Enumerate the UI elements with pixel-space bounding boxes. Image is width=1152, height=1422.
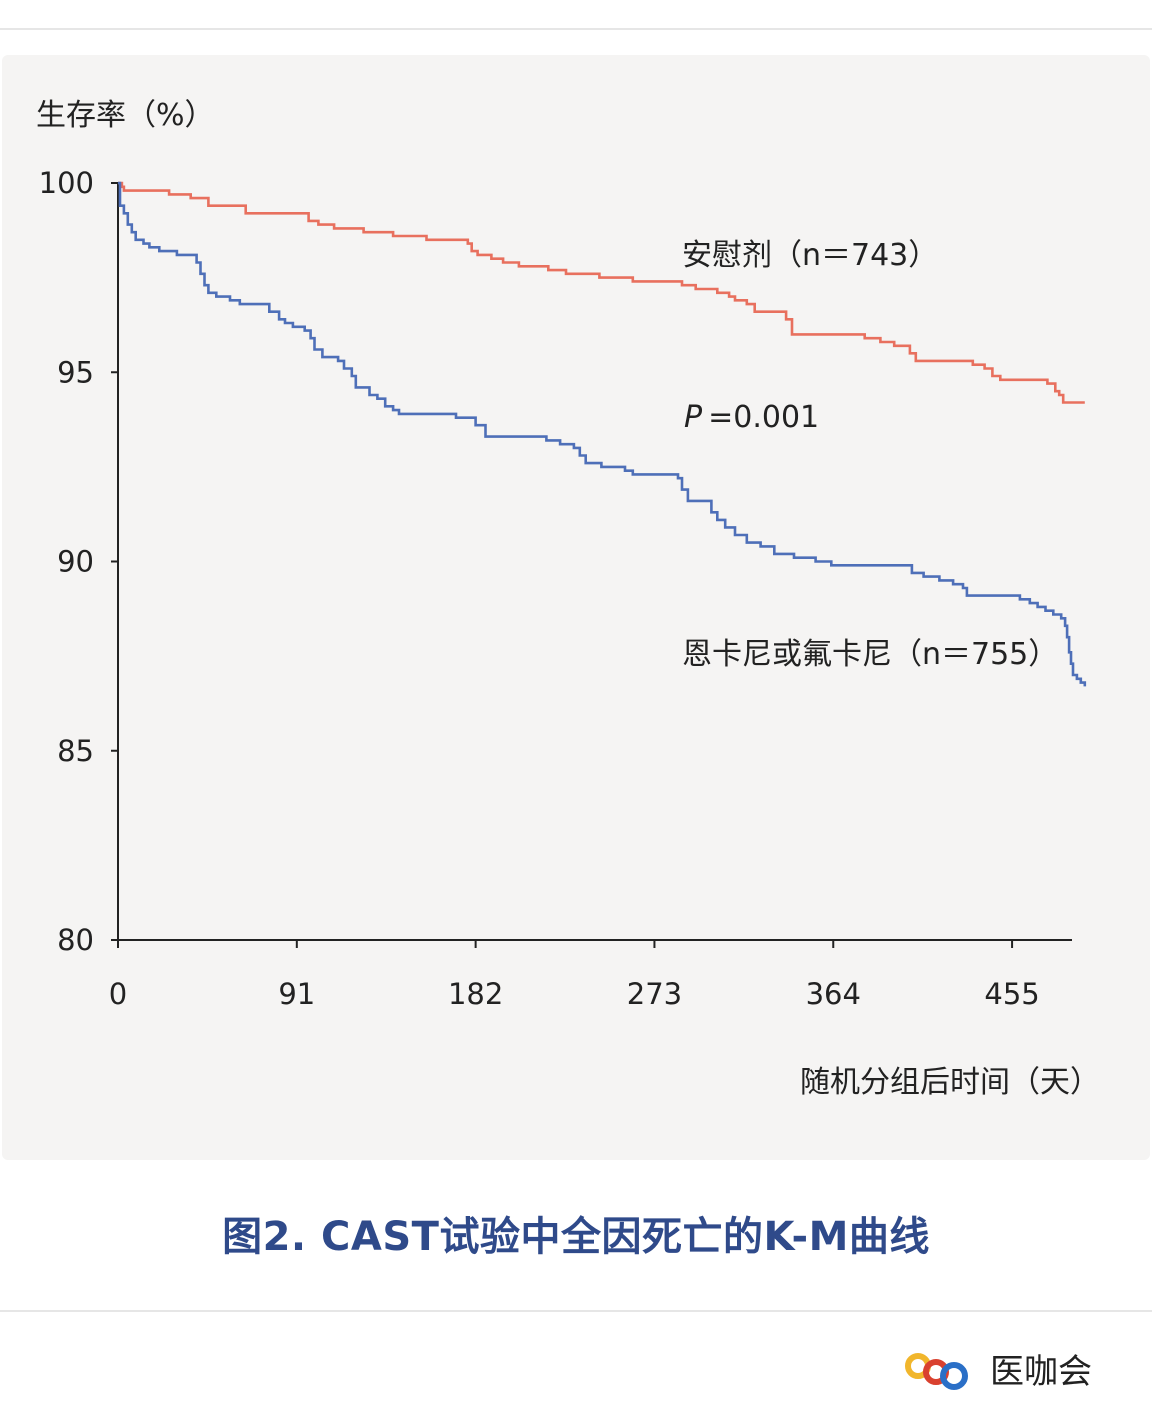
km-chart: 生存率（%） 随机分组后时间（天） 100 95 90 85 80 0 91 182 273 3… [36, 98, 1100, 1100]
survival-curve-placebo [118, 181, 1085, 404]
x-tick-label: 0 [109, 977, 127, 1011]
survival-curve-drug [118, 181, 1087, 687]
y-axis-label: 生存率（%） [36, 98, 215, 133]
brand-name: 医咖会 [990, 1352, 1092, 1392]
chart-card: 生存率（%） 随机分组后时间（天） 100 95 90 85 80 0 91 182 273 3… [2, 55, 1150, 1160]
x-axis-label: 随机分组后时间（天） [800, 1065, 1100, 1100]
series-label-placebo: 安慰剂（n＝743） [682, 238, 938, 273]
y-tick-label: 80 [57, 923, 94, 957]
bottom-divider [0, 1310, 1152, 1312]
p-value-symbol: P [684, 400, 703, 435]
series-label-drug: 恩卡尼或氟卡尼（n＝755） [682, 637, 1058, 672]
x-tick-label: 455 [984, 977, 1039, 1011]
figure-caption: 图2. CAST试验中全因死亡的K-M曲线 [222, 1214, 930, 1260]
top-divider [0, 28, 1152, 30]
watermark: 医咖会 [900, 1332, 1130, 1402]
x-tick-label: 364 [806, 977, 861, 1011]
p-value-text: =0.001 [708, 400, 819, 435]
x-tick-label: 182 [448, 977, 503, 1011]
x-tick-label: 91 [278, 977, 315, 1011]
y-tick-label: 85 [57, 734, 94, 768]
x-tick-label: 273 [627, 977, 682, 1011]
y-tick-label: 100 [39, 166, 94, 200]
brand-logo-icon [905, 1353, 968, 1390]
y-tick-label: 95 [57, 355, 94, 389]
p-value-label: P =0.001 [684, 400, 819, 435]
y-tick-label: 90 [57, 545, 94, 579]
